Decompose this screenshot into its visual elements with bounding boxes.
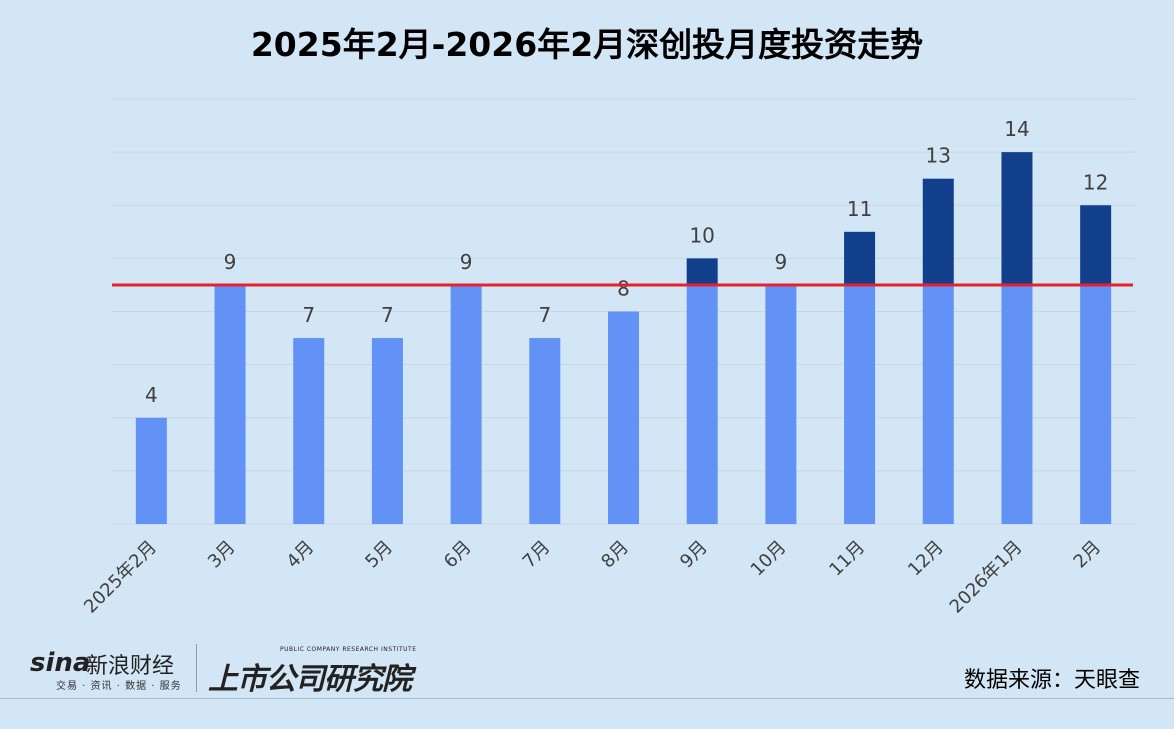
x-tick-label: 2026年1月 [946,537,1027,618]
x-tick-label: 6月 [440,537,476,573]
data-label: 7 [538,303,551,327]
chart-title: 2025年2月-2026年2月深创投月度投资走势 [250,25,924,64]
data-label: 9 [775,250,788,274]
logo-divider [196,644,197,692]
sina-logo-sub: 交易 · 资讯 · 数据 · 服务 [56,681,182,692]
bar [293,338,325,524]
x-tick-label: 9月 [676,537,712,573]
data-label: 10 [689,223,714,247]
bar [450,284,482,524]
bar [135,417,167,524]
bar [214,284,246,524]
data-label: 12 [1083,170,1108,194]
x-tick-label: 5月 [361,537,397,573]
data-source: 数据来源：天眼查 [963,668,1140,693]
bar [765,284,797,524]
x-tick-label: 12月 [904,537,948,581]
data-label: 9 [224,250,237,274]
data-label: 8 [617,277,630,301]
data-label: 9 [460,250,473,274]
x-tick-label: 8月 [597,537,633,573]
x-tick-label: 3月 [204,537,240,573]
x-tick-label: 2025年2月 [80,537,161,618]
bar-above-reference [922,178,954,285]
sina-logo-cn: 新浪财经 [86,654,175,679]
bar [686,284,718,524]
sina-logo: sina [30,648,91,678]
logos: sina 新浪财经 交易 · 资讯 · 数据 · 服务 PUBLIC COMPA… [30,640,430,697]
x-tick-label: 7月 [519,537,555,573]
bar [608,311,639,524]
x-tick-label: 4月 [283,537,319,573]
bar-chart: 4 2025年2月 9 3月 7 4月 7 5月 9 6月 7 7月 8 8月 10 9月 9 10月 11 11月 1… [80,98,1135,618]
institute-logo: 上市公司研究院 [208,662,412,697]
data-label: 7 [302,303,315,327]
bar-above-reference [1080,205,1112,285]
data-label: 4 [145,383,158,407]
bar [371,338,403,524]
x-tick-label: 10月 [747,537,791,581]
bar [922,284,954,524]
bar [844,284,876,524]
x-tick-label: 2月 [1070,537,1106,573]
footer-divider [0,698,1174,699]
data-label: 13 [926,144,951,168]
data-label: 7 [381,303,394,327]
bar [1001,284,1033,524]
data-label: 11 [847,197,872,221]
institute-logo-en: PUBLIC COMPANY RESEARCH INSTITUTE [280,646,417,653]
bar-above-reference [686,258,718,285]
bar-above-reference [1001,152,1033,285]
data-label: 14 [1004,117,1029,141]
bar [529,338,561,524]
bar [1080,284,1112,524]
x-tick-label: 11月 [825,537,869,581]
bar-above-reference [844,231,876,285]
